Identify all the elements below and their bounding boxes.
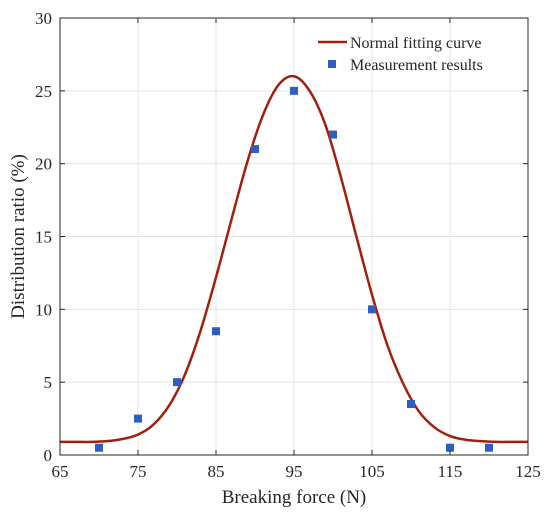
measurement-point (134, 414, 142, 423)
measurement-point (368, 305, 376, 314)
measurement-point (212, 327, 220, 336)
measurement-point (446, 443, 454, 452)
y-tick-label: 0 (44, 446, 53, 465)
x-tick-label: 125 (515, 462, 541, 481)
legend: Normal fitting curve Measurement results (318, 35, 483, 74)
y-tick-label: 20 (35, 155, 52, 174)
x-tick-label: 65 (52, 462, 69, 481)
x-tick-label: 115 (438, 462, 463, 481)
ticks (59, 17, 529, 456)
measurement-point (251, 145, 259, 154)
y-axis-label: Distribution ratio (%) (8, 154, 29, 319)
plot-area (59, 74, 528, 452)
y-tick-label: 15 (35, 228, 52, 247)
legend-label-fit: Normal fitting curve (350, 35, 482, 52)
y-tick-label: 25 (35, 82, 52, 101)
measurement-point (329, 130, 337, 139)
measurement-point (407, 400, 415, 409)
grid (59, 17, 529, 456)
x-axis-label: Breaking force (N) (222, 487, 367, 508)
tick-labels: 65 75 85 95 105 115 125 0 5 10 15 20 25 30 (35, 9, 541, 481)
y-tick-label: 30 (35, 9, 52, 28)
x-tick-label: 85 (208, 462, 225, 481)
x-tick-label: 75 (130, 462, 147, 481)
legend-marker-swatch (328, 60, 336, 68)
measurement-point (290, 86, 298, 95)
y-tick-label: 10 (35, 300, 52, 319)
measurement-point (95, 443, 103, 452)
measurement-point (173, 378, 181, 387)
measurement-point (485, 443, 493, 452)
fit-curve-line (59, 74, 528, 444)
y-tick-label: 5 (44, 373, 53, 392)
legend-label-measurement: Measurement results (350, 57, 483, 74)
x-tick-label: 105 (359, 462, 385, 481)
x-tick-label: 95 (286, 462, 303, 481)
